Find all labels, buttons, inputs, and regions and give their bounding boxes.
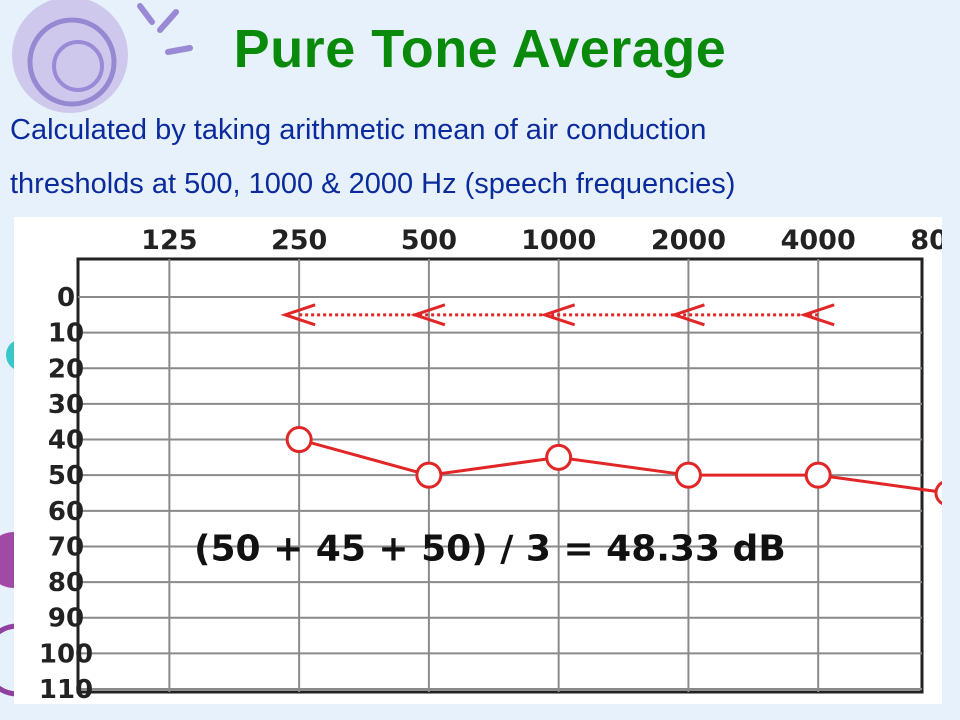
audiogram-chart: 125 250 500 1000 2000 4000 8000 0 10 20 30 40 50 60 70… [14, 217, 942, 704]
y-tick-label: 30 [48, 390, 84, 420]
y-tick-label: 50 [48, 461, 84, 491]
circle-point [674, 461, 702, 489]
circle-series-line [298, 438, 942, 494]
formula-annotation: (50 + 45 + 50) / 3 = 48.33 dB [194, 528, 786, 569]
subtitle-line-2: thresholds at 500, 1000 & 2000 Hz (speec… [10, 168, 736, 200]
y-tick-label: 80 [48, 568, 84, 598]
circle-point [804, 461, 832, 489]
x-tick-label: 2000 [651, 225, 726, 256]
y-tick-label: 0 [57, 283, 75, 313]
x-tick-label: 125 [141, 225, 197, 256]
arrow-point [539, 303, 576, 327]
y-tick-label: 70 [48, 532, 84, 562]
circle-point [415, 461, 443, 489]
arrow-point [280, 303, 316, 327]
circle-point [545, 443, 573, 471]
y-tick-label: 60 [48, 497, 84, 527]
x-tick-label: 8000 [910, 225, 942, 256]
circle-point [285, 426, 313, 454]
circle-point [934, 480, 942, 506]
swirl-decoration-top [12, 0, 193, 113]
subtitle-line-1: Calculated by taking arithmetic mean of … [10, 114, 707, 146]
y-tick-label: 20 [48, 354, 84, 384]
y-tick-label: 110 [39, 675, 93, 704]
x-tick-label: 1000 [521, 225, 596, 256]
y-tick-label: 100 [39, 639, 93, 669]
arrow-point [669, 303, 705, 327]
x-tick-label: 500 [401, 225, 457, 256]
arrow-point [799, 303, 835, 327]
y-tick-label: 90 [48, 604, 84, 634]
y-tick-label: 40 [48, 426, 84, 456]
x-tick-label: 4000 [781, 225, 856, 256]
y-tick-label: 10 [48, 319, 84, 349]
arrow-point [410, 303, 446, 327]
slide-title: Pure Tone Average [233, 19, 727, 79]
audiogram-svg: 125 250 500 1000 2000 4000 8000 0 10 20 30 40 50 60 70… [39, 225, 942, 704]
x-tick-label: 250 [271, 225, 327, 256]
